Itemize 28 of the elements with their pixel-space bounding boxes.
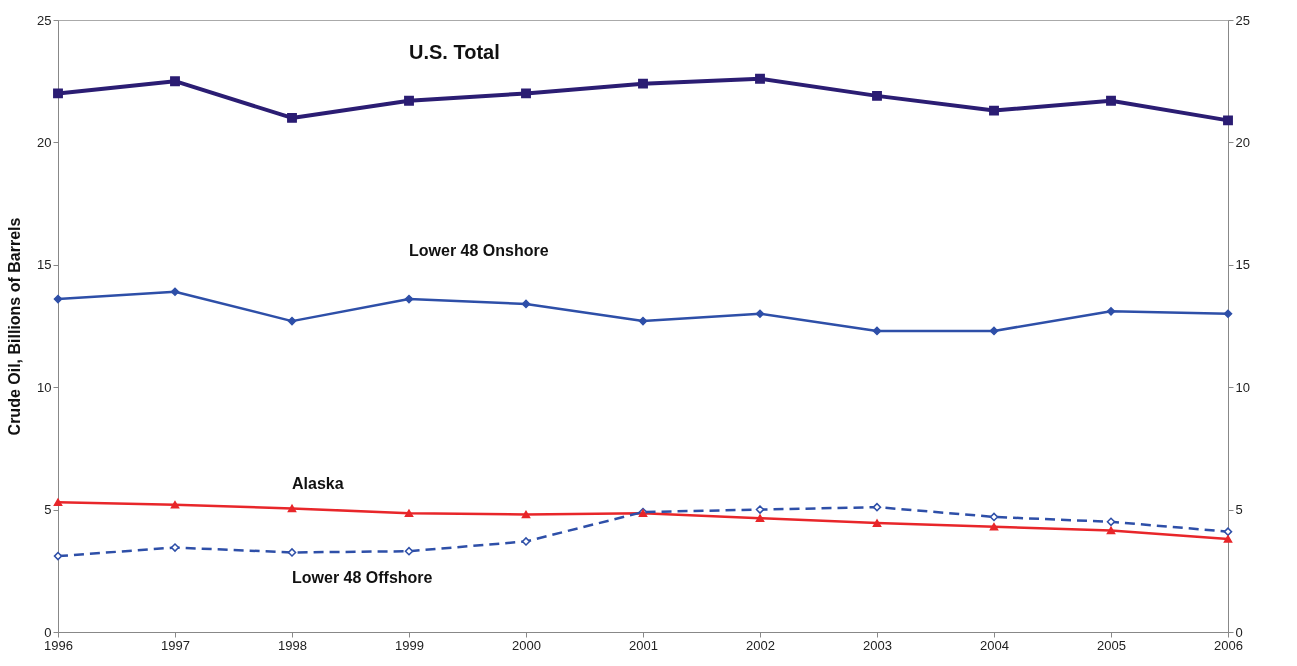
y-tick-label: 20 xyxy=(37,134,52,150)
y-tick-label: 15 xyxy=(37,257,52,273)
y-tick-label: 10 xyxy=(37,379,52,395)
x-tick-label: 2001 xyxy=(629,637,658,653)
y2-tick-label: 15 xyxy=(1235,257,1250,273)
x-tick-label: 1996 xyxy=(44,637,73,653)
x-tick-label: 2006 xyxy=(1214,637,1243,653)
x-tick-label: 2004 xyxy=(980,637,1009,653)
series-label: U.S. Total xyxy=(409,40,500,63)
y-tick-label: 5 xyxy=(44,502,52,518)
series-label: Lower 48 Offshore xyxy=(292,569,433,587)
text: Lower 48 Onshore xyxy=(409,242,549,260)
x-tick-label: 1999 xyxy=(395,637,424,653)
x-tick-label: 2000 xyxy=(512,637,541,653)
x-tick-label: 1998 xyxy=(278,637,307,653)
series-label: Alaska xyxy=(292,475,344,493)
y2-tick-label: 20 xyxy=(1235,134,1250,150)
y2-tick-label: 0 xyxy=(1235,624,1243,640)
x-tick-label: 2003 xyxy=(863,637,892,653)
y2-tick-label: 10 xyxy=(1235,379,1250,395)
x-tick-label: 2002 xyxy=(746,637,775,653)
y2-tick-label: 25 xyxy=(1235,12,1250,28)
y-tick-label: 0 xyxy=(44,624,52,640)
y-tick-label: 25 xyxy=(37,12,52,28)
x-tick-label: 1997 xyxy=(161,637,190,653)
y2-tick-label: 5 xyxy=(1235,502,1243,518)
y-axis-title: Crude Oil, Billions of Barrels xyxy=(6,217,24,436)
x-tick-label: 2005 xyxy=(1097,637,1126,653)
